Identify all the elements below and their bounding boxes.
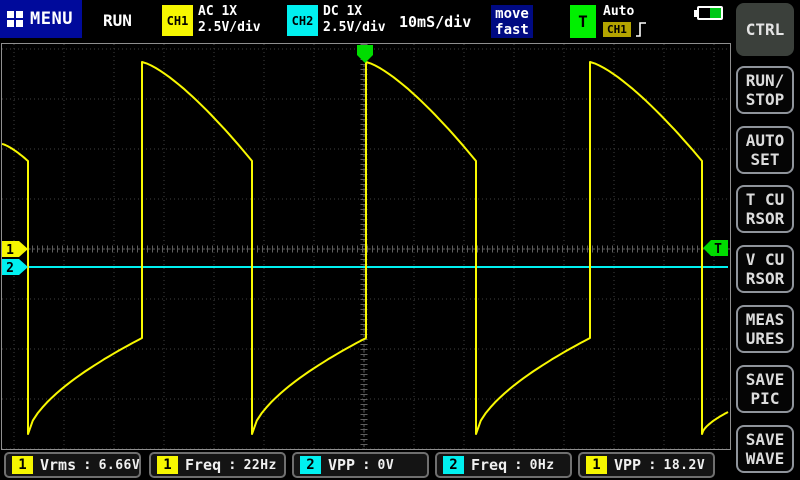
scope-canvas: 1 2 T: [2, 44, 730, 449]
channel-badge: 1: [586, 456, 607, 474]
ch1-marker-label: 1: [6, 243, 14, 258]
measurement-value: 6.66V: [98, 457, 141, 473]
measurement-label: Freq: [471, 456, 508, 474]
menu-button[interactable]: MENU: [0, 0, 82, 38]
measurement-value: 0Hz: [529, 457, 555, 473]
ch2-position-marker[interactable]: [2, 259, 28, 275]
trigger-level-marker[interactable]: [703, 240, 728, 256]
run-stop-button[interactable]: RUN/ STOP: [736, 66, 794, 114]
measurement-chip: 1 Vrms : 6.66V: [4, 452, 141, 478]
ch1-coupling: AC 1X: [198, 4, 238, 19]
autoset-button[interactable]: AUTO SET: [736, 126, 794, 174]
measurement-value: 22Hz: [243, 457, 277, 473]
battery-fill: [710, 8, 721, 18]
separator: :: [648, 457, 657, 473]
save-pic-button[interactable]: SAVE PIC: [736, 365, 794, 413]
move-speed-button[interactable]: move fast: [491, 5, 533, 38]
waveform-display: 1 2 T: [1, 43, 731, 450]
timebase[interactable]: 10mS/div: [399, 13, 472, 31]
trigger-badge[interactable]: T: [570, 5, 596, 38]
measurement-label: Freq: [185, 456, 222, 474]
menu-grid-icon: [7, 10, 24, 28]
ch1-badge[interactable]: CH1: [162, 5, 193, 36]
channel-badge: 2: [300, 456, 321, 474]
run-status: RUN: [103, 11, 132, 30]
measurement-label: VPP: [614, 456, 642, 474]
separator: :: [362, 457, 371, 473]
ch2-marker-label: 2: [6, 261, 14, 276]
separator: :: [83, 457, 92, 473]
measurement-label: Vrms: [40, 456, 77, 474]
ctrl-button[interactable]: CTRL: [736, 3, 794, 56]
ch2-info: DC 1X 2.5V/div: [323, 4, 386, 36]
trigger-info: Auto CH1: [603, 5, 647, 38]
measurement-chip: 1 VPP : 18.2V: [578, 452, 715, 478]
ch2-coupling: DC 1X: [323, 4, 363, 19]
measurement-value: 18.2V: [663, 457, 706, 473]
channel-badge: 1: [12, 456, 33, 474]
t-cursor-button[interactable]: T CU RSOR: [736, 185, 794, 233]
ch1-scale: 2.5V/div: [198, 20, 261, 35]
ch2-badge[interactable]: CH2: [287, 5, 318, 36]
save-wave-button[interactable]: SAVE WAVE: [736, 425, 794, 473]
separator: :: [514, 457, 523, 473]
battery-nub: [694, 9, 697, 17]
channel-badge: 1: [157, 456, 178, 474]
measurement-value: 0V: [377, 457, 395, 473]
ch1-info: AC 1X 2.5V/div: [198, 4, 261, 36]
v-cursor-button[interactable]: V CU RSOR: [736, 245, 794, 293]
menu-label: MENU: [30, 9, 73, 29]
ch1-position-marker[interactable]: [2, 241, 28, 257]
trigger-mode: Auto: [603, 4, 635, 19]
measurement-chip: 1 Freq : 22Hz: [149, 452, 286, 478]
measurement-chip: 2 Freq : 0Hz: [435, 452, 572, 478]
trigger-source-badge[interactable]: CH1: [603, 22, 631, 37]
trigger-position-marker[interactable]: [357, 45, 373, 63]
measurement-chip: 2 VPP : 0V: [292, 452, 429, 478]
ch1-waveform: [2, 61, 729, 435]
battery-icon: [694, 6, 723, 20]
measurement-label: VPP: [328, 456, 356, 474]
channel-badge: 2: [443, 456, 464, 474]
ch2-scale: 2.5V/div: [323, 20, 386, 35]
battery-body: [697, 6, 723, 20]
falling-edge-icon: [635, 22, 646, 37]
trigger-marker-label: T: [714, 242, 722, 257]
separator: :: [228, 457, 237, 473]
measures-button[interactable]: MEAS URES: [736, 305, 794, 353]
